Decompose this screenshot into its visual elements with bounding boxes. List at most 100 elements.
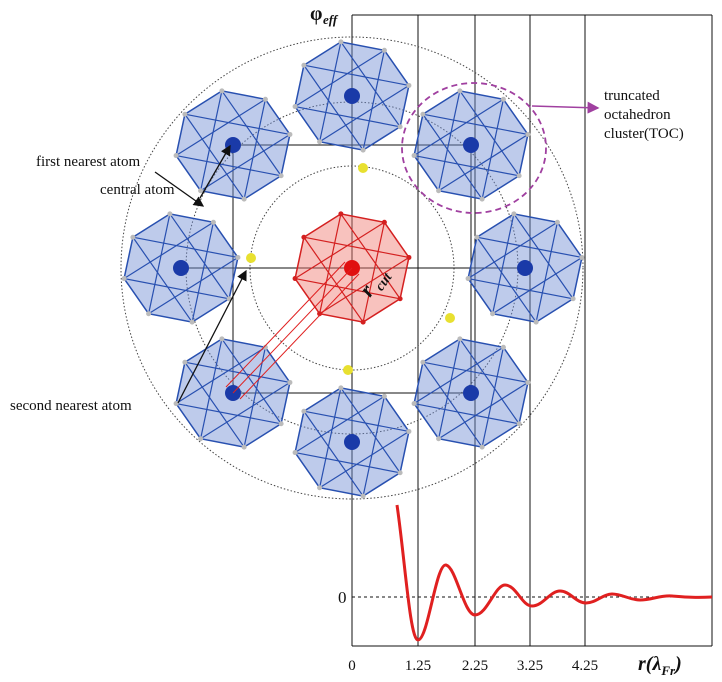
cluster-vertex <box>167 211 172 216</box>
cluster-vertex <box>457 88 462 93</box>
x-tick: 3.25 <box>517 658 543 674</box>
cluster-vertex <box>338 385 343 390</box>
cluster-vertex <box>457 336 462 341</box>
cluster-vertex <box>182 112 187 117</box>
cluster-vertex <box>406 83 411 88</box>
cluster-vertex <box>293 450 298 455</box>
cluster-vertex <box>198 188 203 193</box>
x-tick: 1.25 <box>405 658 431 674</box>
cluster-vertex <box>420 112 425 117</box>
cluster-vertex <box>146 311 151 316</box>
cluster-vertex <box>198 436 203 441</box>
cluster-vertex <box>317 139 322 144</box>
cluster-vertex <box>490 311 495 316</box>
cluster-vertex <box>398 124 403 129</box>
clusters <box>122 39 585 498</box>
label: truncated <box>604 88 660 104</box>
neighbor-cluster <box>174 88 293 201</box>
atom <box>463 385 479 401</box>
cluster-vertex <box>466 276 471 281</box>
interstitial-atom <box>445 313 455 323</box>
cluster-vertex <box>501 97 506 102</box>
interstitial-atom <box>358 163 368 173</box>
cluster-vertex <box>242 445 247 450</box>
neighbor-cluster <box>466 211 585 324</box>
cluster-vertex <box>242 197 247 202</box>
cluster-vertex <box>235 255 240 260</box>
cluster-vertex <box>317 485 322 490</box>
y-label-sub: eff <box>323 12 339 27</box>
cluster-vertex <box>174 153 179 158</box>
cluster-vertex <box>571 296 576 301</box>
neighbor-cluster <box>122 211 241 324</box>
cluster-vertex <box>361 148 366 153</box>
cluster-vertex <box>525 132 530 137</box>
cluster-vertex <box>219 336 224 341</box>
cluster-vertex <box>382 220 387 225</box>
atom <box>463 137 479 153</box>
label: first nearest atom <box>36 154 140 170</box>
potential-curve <box>397 505 712 640</box>
cluster-vertex <box>382 394 387 399</box>
atom <box>344 88 360 104</box>
x-tick: 4.25 <box>572 658 598 674</box>
cluster-vertex <box>211 220 216 225</box>
cluster-vertex <box>279 173 284 178</box>
cluster-vertex <box>338 39 343 44</box>
x-tick: 2.25 <box>462 658 488 674</box>
cluster-vertex <box>480 445 485 450</box>
y-tick: 0 <box>338 588 347 607</box>
cluster-vertex <box>511 211 516 216</box>
cluster-vertex <box>130 235 135 240</box>
cluster-vertex <box>301 409 306 414</box>
cluster-vertex <box>293 276 298 281</box>
cluster-vertex <box>263 97 268 102</box>
cluster-vertex <box>398 296 403 301</box>
cluster-vertex <box>406 429 411 434</box>
cluster-vertex <box>480 197 485 202</box>
cluster-vertex <box>534 320 539 325</box>
cluster-vertex <box>293 104 298 109</box>
cluster-vertex <box>301 235 306 240</box>
cluster-vertex <box>219 88 224 93</box>
cluster-vertex <box>436 188 441 193</box>
label: cluster(TOC) <box>604 126 684 142</box>
cluster-vertex <box>525 380 530 385</box>
cluster-vertex <box>361 494 366 499</box>
cluster-vertex <box>301 63 306 68</box>
cluster-vertex <box>174 401 179 406</box>
cluster-vertex <box>412 153 417 158</box>
cluster-vertex <box>287 380 292 385</box>
cluster-vertex <box>501 345 506 350</box>
toc-arrow <box>532 106 598 108</box>
cluster-vertex <box>517 421 522 426</box>
cluster-vertex <box>182 360 187 365</box>
cluster-vertex <box>279 421 284 426</box>
cluster-vertex <box>579 255 584 260</box>
diagram: central atom first nearest atom second n… <box>0 0 722 682</box>
neighbor-cluster <box>412 88 531 201</box>
y-label: φ <box>310 3 322 25</box>
interstitial-atom <box>246 253 256 263</box>
atom <box>344 434 360 450</box>
interstitial-atom <box>343 365 353 375</box>
cluster-vertex <box>287 132 292 137</box>
label: octahedron <box>604 107 671 123</box>
x-tick: 0 <box>348 658 356 674</box>
atom <box>517 260 533 276</box>
x-label: r(λFr) <box>638 653 682 678</box>
cluster-vertex <box>517 173 522 178</box>
cluster-vertex <box>382 48 387 53</box>
cluster-vertex <box>398 470 403 475</box>
label: central atom <box>100 182 175 198</box>
neighbor-cluster <box>293 39 412 152</box>
cluster-vertex <box>420 360 425 365</box>
cluster-vertex <box>406 255 411 260</box>
cluster-vertex <box>338 211 343 216</box>
cluster-vertex <box>190 320 195 325</box>
label: second nearest atom <box>10 398 132 414</box>
cluster-vertex <box>412 401 417 406</box>
neighbor-cluster <box>412 336 531 449</box>
cluster-vertex <box>122 276 127 281</box>
cluster-vertex <box>436 436 441 441</box>
